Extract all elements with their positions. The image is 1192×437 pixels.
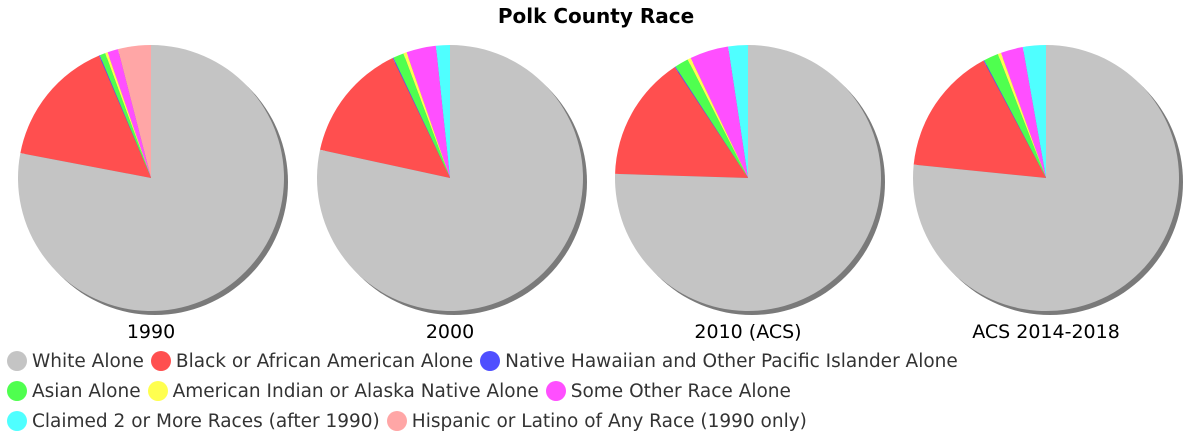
legend-label: American Indian or Alaska Native Alone: [172, 380, 539, 402]
legend-row: Claimed 2 or More Races (after 1990) His…: [6, 406, 964, 436]
legend-label: White Alone: [32, 350, 144, 372]
pie-slice-white-alone[interactable]: [317, 44, 583, 311]
legend-label: Claimed 2 or More Races (after 1990): [32, 410, 380, 432]
legend-swatch-icon: [545, 381, 566, 401]
pie-slice-some-other-race-alone[interactable]: [406, 45, 450, 178]
pie-chart-acs-2014-2018: ACS 2014-2018: [913, 45, 1183, 343]
pie-slice-native-hawaiian-and-other-pacific-islander-alone[interactable]: [392, 57, 450, 178]
pie-slice-claimed-2-or-more-races-after-1990[interactable]: [435, 45, 450, 178]
legend-swatch-icon: [386, 411, 407, 431]
pie-slice-black-or-african-american-alone[interactable]: [615, 67, 748, 178]
pie-label: 2010 (ACS): [694, 321, 801, 343]
pie-slice-black-or-african-american-alone[interactable]: [320, 58, 450, 178]
legend-swatch-icon: [7, 411, 27, 431]
legend-item-two-or-more[interactable]: Claimed 2 or More Races (after 1990): [6, 411, 380, 432]
pie-slice-some-other-race-alone[interactable]: [1000, 47, 1046, 178]
legend-swatch-icon: [7, 351, 27, 371]
pie-slice-native-hawaiian-and-other-pacific-islander-alone[interactable]: [983, 60, 1046, 178]
legend-label: Native Hawaiian and Other Pacific Island…: [505, 350, 958, 372]
pie-slice-white-alone[interactable]: [615, 45, 882, 312]
legend: White Alone Black or African American Al…: [6, 346, 964, 436]
legend-swatch-icon: [147, 381, 168, 401]
pie-slice-asian-alone[interactable]: [393, 53, 450, 178]
pie-slice-native-hawaiian-and-other-pacific-islander-alone[interactable]: [674, 66, 748, 178]
pie-chart-2000: 2000: [317, 44, 587, 343]
legend-item-asian[interactable]: Asian Alone: [6, 381, 141, 402]
legend-item-other-race[interactable]: Some Other Race Alone: [545, 381, 791, 402]
pie-slice-claimed-2-or-more-races-after-1990[interactable]: [728, 45, 748, 178]
pie-charts: 1990 2000 2010 (ACS) ACS 2014-2018: [17, 44, 1183, 343]
pie-slice-american-indian-or-alaska-native-alone[interactable]: [997, 52, 1046, 179]
legend-label: Hispanic or Latino of Any Race (1990 onl…: [411, 410, 807, 432]
pie-slice-native-hawaiian-and-other-pacific-islander-alone[interactable]: [98, 55, 151, 178]
legend-label: Some Other Race Alone: [570, 380, 791, 402]
chart-title: Polk County Race: [497, 4, 695, 28]
legend-item-native-hawaiian[interactable]: Native Hawaiian and Other Pacific Island…: [479, 351, 958, 372]
legend-item-american-indian[interactable]: American Indian or Alaska Native Alone: [147, 381, 539, 402]
pie-chart-2010-acs: 2010 (ACS): [615, 45, 885, 343]
legend-item-hispanic[interactable]: Hispanic or Latino of Any Race (1990 onl…: [386, 411, 807, 432]
pie-slice-black-or-african-american-alone[interactable]: [20, 55, 152, 179]
legend-label: Black or African American Alone: [175, 350, 474, 372]
pie-slice-some-other-race-alone[interactable]: [107, 49, 151, 179]
legend-row: Asian Alone American Indian or Alaska Na…: [6, 376, 964, 406]
pie-slice-asian-alone[interactable]: [675, 59, 748, 178]
legend-row: White Alone Black or African American Al…: [6, 346, 964, 376]
pie-chart-1990: 1990: [17, 45, 288, 343]
pie-slice-black-or-african-american-alone[interactable]: [913, 60, 1046, 178]
pie-slice-white-alone[interactable]: [913, 45, 1180, 311]
pie-slice-american-indian-or-alaska-native-alone[interactable]: [403, 52, 450, 178]
pie-slice-white-alone[interactable]: [17, 45, 285, 311]
legend-swatch-icon: [7, 381, 27, 401]
pie-slice-asian-alone[interactable]: [984, 54, 1046, 178]
legend-swatch-icon: [150, 351, 171, 371]
legend-item-white[interactable]: White Alone: [6, 351, 144, 372]
pie-slice-american-indian-or-alaska-native-alone[interactable]: [687, 58, 748, 178]
pie-slice-some-other-race-alone[interactable]: [690, 46, 748, 178]
pie-label: 1990: [127, 321, 175, 343]
pie-slice-american-indian-or-alaska-native-alone[interactable]: [105, 52, 151, 178]
pie-label: 2000: [426, 321, 474, 343]
pie-slice-asian-alone[interactable]: [99, 53, 151, 179]
legend-label: Asian Alone: [32, 380, 141, 402]
pie-label: ACS 2014-2018: [972, 321, 1120, 343]
pie-slice-hispanic-or-latino-of-any-race-1990-only[interactable]: [117, 45, 151, 178]
pie-slice-claimed-2-or-more-races-after-1990[interactable]: [1022, 45, 1046, 178]
legend-item-black[interactable]: Black or African American Alone: [150, 351, 473, 372]
legend-swatch-icon: [480, 351, 501, 371]
